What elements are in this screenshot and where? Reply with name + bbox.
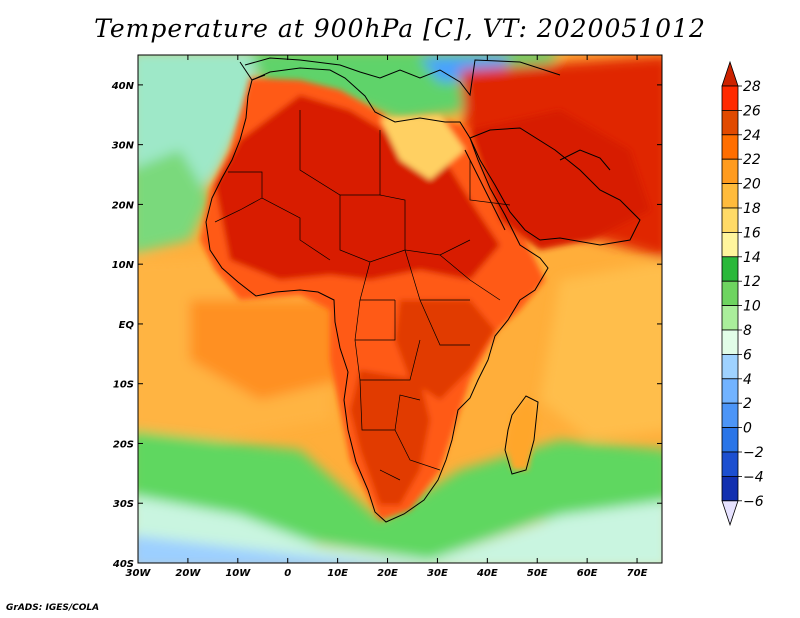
sahara-hot bbox=[215, 95, 500, 280]
x-tick-label: 30E bbox=[427, 568, 448, 579]
x-tick-label: 10E bbox=[327, 568, 348, 579]
colorbar-label: 4 bbox=[743, 372, 752, 388]
south-band-light bbox=[138, 496, 662, 563]
x-axis: 30W 20W 10W 0 10E 20E 30E 40E 50E 60E 70E bbox=[126, 55, 648, 579]
colorbar-swatch bbox=[721, 451, 739, 477]
colorbar-swatch bbox=[721, 183, 739, 209]
x-tick-label: 60E bbox=[577, 568, 598, 579]
colorbar-label: 20 bbox=[743, 177, 761, 193]
arabia-coastline bbox=[469, 127, 641, 246]
y-tick-label: 10S bbox=[113, 380, 134, 391]
colorbar-label: −4 bbox=[743, 469, 764, 485]
colorbar-label: −6 bbox=[743, 494, 764, 510]
colorbar-label: 16 bbox=[743, 225, 761, 241]
x-tick-label: 20E bbox=[377, 568, 398, 579]
colorbar-swatch bbox=[721, 329, 739, 355]
colorbar-label: 18 bbox=[743, 201, 761, 217]
colorbar-swatch bbox=[721, 256, 739, 282]
iberia-coast bbox=[239, 61, 266, 81]
colorbar-label: 6 bbox=[743, 347, 752, 363]
x-tick-label: 20W bbox=[175, 568, 201, 579]
border-lines bbox=[214, 110, 511, 481]
indian-ocean-east bbox=[540, 261, 662, 440]
madagascar bbox=[506, 395, 538, 470]
colorbar-label: −2 bbox=[743, 445, 764, 461]
y-tick-label: EQ bbox=[119, 320, 135, 331]
colorbar-swatch bbox=[721, 353, 739, 380]
colorbar-swatch bbox=[721, 231, 739, 258]
colorbar-swatch bbox=[721, 207, 739, 233]
europe-coast bbox=[244, 57, 561, 97]
colorbar-label: 8 bbox=[743, 323, 752, 339]
colorbar-swatch bbox=[721, 475, 739, 502]
colorbar-swatch bbox=[721, 158, 739, 184]
arabia-hot bbox=[470, 110, 650, 250]
atlantic-green bbox=[138, 150, 210, 253]
colorbar-label: 0 bbox=[743, 421, 752, 437]
colorbar-label: 12 bbox=[743, 274, 761, 290]
y-tick-label: 40N bbox=[111, 81, 135, 92]
y-tick-label: 30S bbox=[113, 499, 134, 510]
y-tick-label: 20N bbox=[112, 200, 135, 211]
colorbar-label: 22 bbox=[743, 152, 761, 168]
map-title: Temperature at 900hPa [C], VT: 202005101… bbox=[94, 14, 706, 43]
y-axis: 40N 30N 20N 10N EQ 10S 20S 30S 40S bbox=[111, 81, 662, 570]
colorbar-label: 24 bbox=[743, 128, 761, 144]
gulf-of-guinea-warm bbox=[190, 300, 340, 400]
east-africa-hot bbox=[395, 300, 495, 400]
colorbar-label: 10 bbox=[743, 299, 761, 315]
africa-coastline bbox=[205, 67, 549, 523]
x-tick-label: 70E bbox=[627, 568, 648, 579]
coastlines bbox=[205, 57, 641, 523]
colorbar-swatch bbox=[721, 378, 739, 404]
colorbar-over-triangle bbox=[721, 60, 739, 87]
colorbar-label: 14 bbox=[743, 250, 761, 266]
south-band-blue bbox=[138, 535, 375, 563]
credit-label: GrADS: IGES/COLA bbox=[6, 603, 100, 613]
colorbar-swatch bbox=[721, 402, 739, 429]
y-tick-label: 20S bbox=[113, 439, 134, 450]
x-tick-label: 0 bbox=[284, 568, 291, 579]
colorbar-swatch bbox=[721, 280, 739, 307]
y-tick-label: 10N bbox=[112, 260, 135, 271]
x-tick-label: 50E bbox=[527, 568, 548, 579]
colorbar-swatch bbox=[721, 110, 739, 136]
persian-gulf bbox=[559, 149, 611, 171]
colorbar-swatch bbox=[721, 85, 739, 111]
plot-frame bbox=[137, 54, 663, 564]
colorbar-under-triangle bbox=[721, 500, 739, 527]
colorbar-swatch bbox=[721, 305, 739, 331]
red-sea bbox=[464, 149, 506, 231]
colorbar-swatch bbox=[721, 427, 739, 453]
south-africa-hot bbox=[350, 370, 430, 505]
x-tick-label: 40E bbox=[476, 568, 498, 579]
y-tick-label: 30N bbox=[112, 141, 135, 152]
colorbar-swatch bbox=[721, 134, 739, 160]
egypt-cool bbox=[380, 115, 465, 180]
y-tick-label: 40S bbox=[112, 559, 134, 570]
colorbar-label: 2 bbox=[743, 396, 752, 412]
colorbar-label: 28 bbox=[743, 79, 761, 95]
x-tick-label: 30W bbox=[126, 568, 152, 579]
temperature-field bbox=[138, 55, 662, 563]
x-tick-label: 10W bbox=[225, 568, 251, 579]
madagascar-coast bbox=[504, 395, 539, 475]
colorbar-label: 26 bbox=[743, 103, 761, 119]
country-borders bbox=[214, 110, 511, 481]
